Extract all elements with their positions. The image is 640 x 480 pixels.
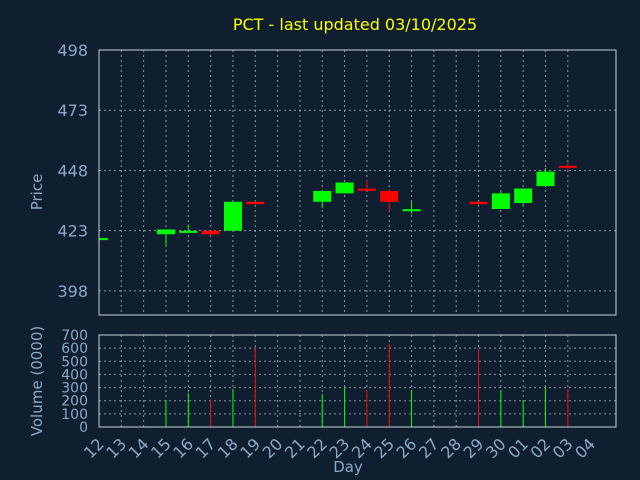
candle-body xyxy=(469,201,488,205)
price-tick-label: 423 xyxy=(57,222,88,241)
price-tick-label: 398 xyxy=(57,282,88,301)
volume-axis-label: Volume (0000) xyxy=(28,326,46,436)
price-tick-label: 473 xyxy=(57,101,88,120)
volume-tick-label: 100 xyxy=(61,407,88,423)
volume-tick-label: 500 xyxy=(61,354,88,370)
volume-panel-frame xyxy=(98,334,617,428)
candle-body xyxy=(246,201,265,205)
candle-body xyxy=(223,201,242,231)
volume-tick-label: 700 xyxy=(61,328,88,344)
price-axis-label: Price xyxy=(28,174,46,211)
volume-tick-label: 600 xyxy=(61,341,88,357)
candle-body xyxy=(514,188,533,203)
candle-body xyxy=(536,171,555,187)
x-tick-label: 04 xyxy=(571,434,599,462)
candle-body xyxy=(491,193,510,209)
volume-tick-label: 400 xyxy=(61,367,88,383)
candle-body xyxy=(201,230,220,235)
price-panel-frame xyxy=(98,49,617,316)
volume-tick-label: 300 xyxy=(61,381,88,397)
volume-tick-label: 200 xyxy=(61,394,88,410)
candle-body xyxy=(335,182,354,194)
candle-body xyxy=(558,165,577,168)
candle-body xyxy=(357,188,376,191)
candle-body xyxy=(380,190,399,202)
candle-body xyxy=(402,209,421,212)
x-axis-label: Day xyxy=(333,458,363,476)
volume-tick-label: 0 xyxy=(79,420,88,436)
candle-body xyxy=(313,190,332,202)
candle-body xyxy=(156,229,175,235)
candle-body xyxy=(99,238,108,241)
price-tick-label: 448 xyxy=(57,161,88,180)
candle-body xyxy=(179,230,198,233)
chart-title: PCT - last updated 03/10/2025 xyxy=(233,15,477,34)
price-tick-label: 498 xyxy=(57,41,88,60)
